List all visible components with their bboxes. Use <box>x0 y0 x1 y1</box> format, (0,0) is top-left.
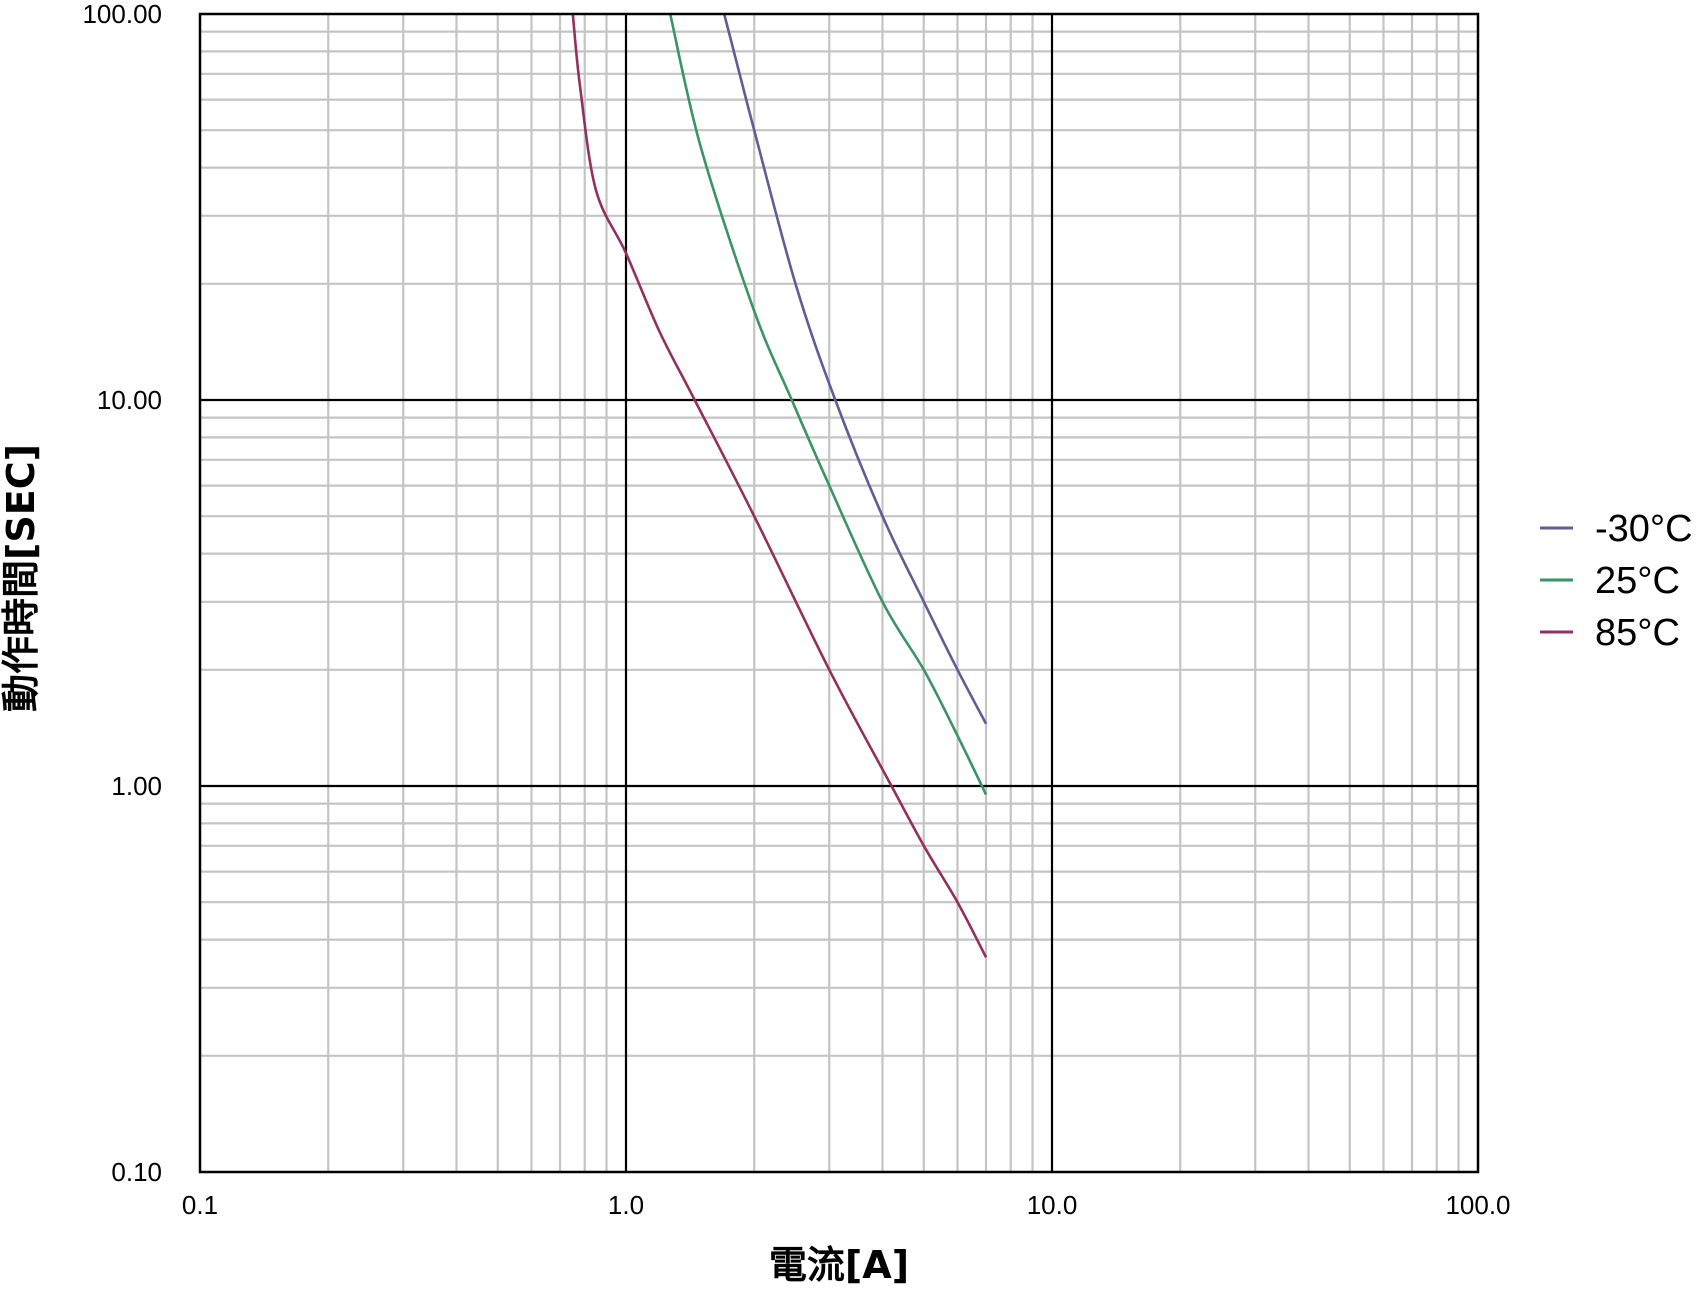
x-axis-title: 電流[A] <box>769 1243 909 1287</box>
x-tick-label: 10.0 <box>1027 1190 1078 1220</box>
x-tick-label: 1.0 <box>608 1190 644 1220</box>
series-line <box>571 13 988 958</box>
major-gridlines <box>200 14 1478 1172</box>
x-tick-label: 100.0 <box>1445 1190 1510 1220</box>
minor-gridlines <box>200 14 1478 1172</box>
legend-label: 85°C <box>1595 612 1680 654</box>
series-line <box>722 13 988 725</box>
x-tick-labels: 0.1 1.0 10.0 100.0 <box>182 1190 1511 1220</box>
series-lines <box>571 13 988 958</box>
y-tick-label: 0.10 <box>111 1157 162 1187</box>
plot-frame <box>198 12 1480 1174</box>
y-tick-label: 1.00 <box>111 771 162 801</box>
series-line <box>668 13 988 796</box>
y-tick-labels: 0.10 1.00 10.00 100.00 <box>82 0 162 1187</box>
y-tick-label: 10.00 <box>97 385 162 415</box>
x-tick-label: 0.1 <box>182 1190 218 1220</box>
y-tick-label: 100.00 <box>82 0 162 29</box>
legend-label: 25°C <box>1595 560 1680 602</box>
legend-label: -30°C <box>1595 508 1693 550</box>
y-axis-title: 動作時間[SEC] <box>0 444 43 712</box>
legend: -30°C 25°C 85°C <box>1540 508 1693 654</box>
